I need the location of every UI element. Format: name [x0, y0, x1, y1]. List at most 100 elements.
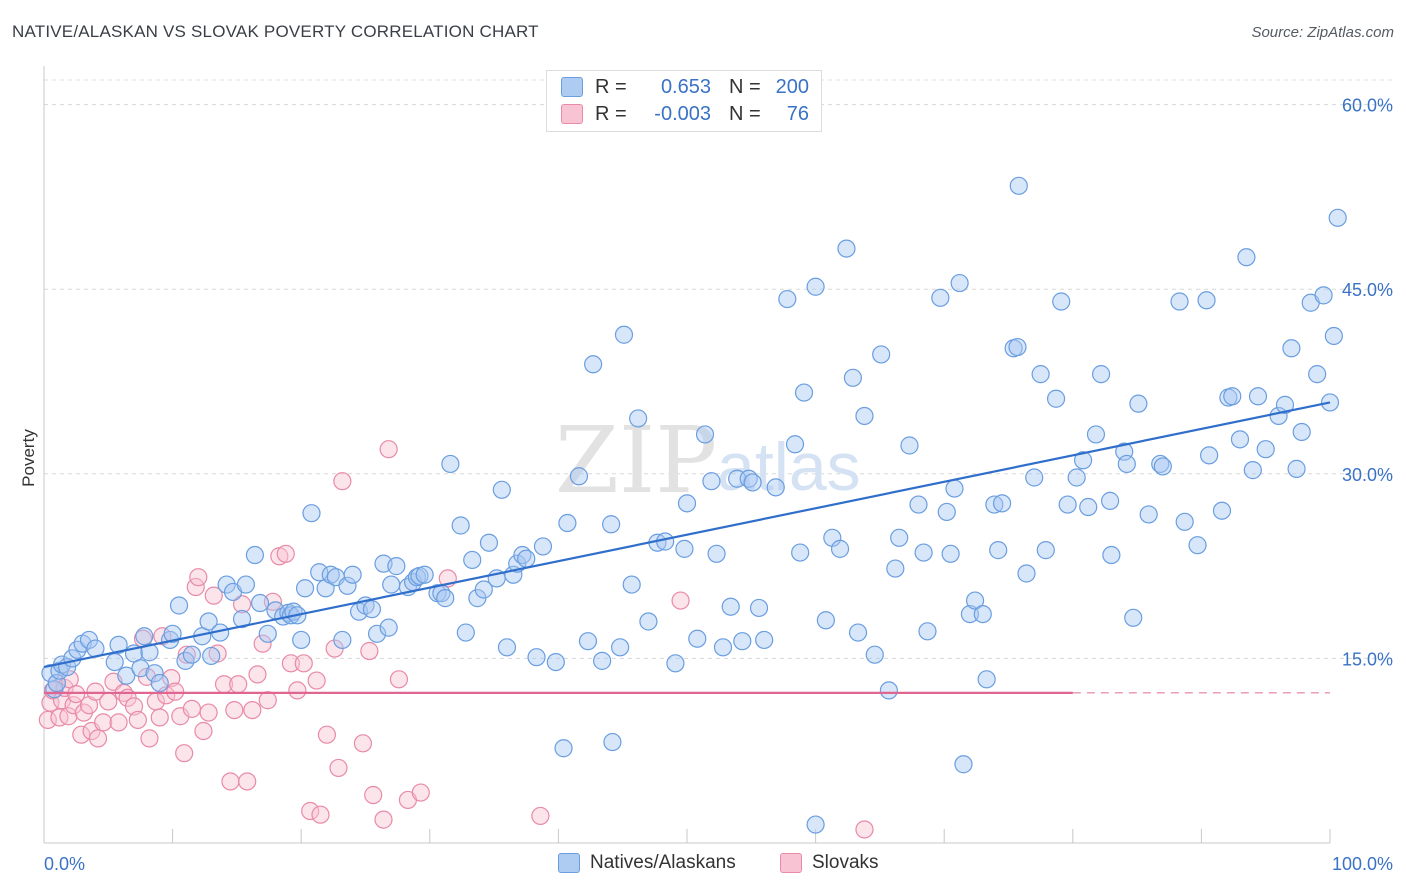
- natives-point: [109, 635, 128, 654]
- natives-point: [1314, 286, 1333, 305]
- natives-point: [1102, 545, 1121, 565]
- natives-point: [602, 515, 621, 534]
- natives-point: [1197, 291, 1216, 310]
- natives-point: [1200, 446, 1219, 465]
- slovaks-points: [38, 440, 874, 839]
- natives-point: [1031, 365, 1050, 384]
- natives-point: [1139, 505, 1158, 524]
- natives-point: [1292, 422, 1311, 442]
- slovaks-point: [276, 544, 295, 563]
- natives-point: [533, 537, 553, 556]
- natives-point: [479, 533, 499, 552]
- slovaks-point: [124, 697, 144, 716]
- natives-point: [937, 502, 956, 522]
- natives-point: [1324, 326, 1343, 346]
- natives-point: [1151, 454, 1170, 474]
- tick-labels: 15.0% 30.0% 45.0% 60.0% 0.0% 100.0%: [44, 96, 1393, 874]
- natives-point: [456, 623, 475, 642]
- legend-n-value: 200: [775, 75, 809, 98]
- legend-item-slovaks[interactable]: Slovaks: [780, 852, 879, 874]
- natives-point: [666, 654, 685, 673]
- natives-point: [578, 632, 598, 651]
- natives-point: [1153, 457, 1172, 476]
- x-tick-label: 0.0%: [44, 854, 85, 874]
- slovaks-point: [281, 654, 301, 673]
- slovaks-point: [128, 710, 147, 730]
- natives-point: [1073, 451, 1093, 470]
- natives-point: [713, 638, 733, 657]
- natives-point: [960, 604, 980, 624]
- natives-point: [474, 580, 493, 599]
- natives-point: [258, 624, 277, 643]
- natives-point: [343, 565, 362, 584]
- y-tick-label: 30.0%: [1342, 465, 1393, 485]
- slovaks-point: [67, 684, 86, 704]
- natives-point: [463, 550, 482, 570]
- x-tick-label: 100.0%: [1332, 854, 1393, 874]
- natives-point: [688, 629, 707, 648]
- slovaks-point: [175, 744, 194, 763]
- natives-point: [492, 480, 511, 499]
- natives-point: [1287, 459, 1306, 478]
- natives-point: [1275, 395, 1295, 414]
- legend-n-value: 76: [786, 102, 809, 125]
- slovaks-point: [248, 665, 267, 684]
- natives-point: [554, 739, 573, 758]
- slovaks-point: [253, 634, 272, 653]
- natives-point: [611, 638, 630, 657]
- axes: [43, 66, 1331, 844]
- y-tick-label: 60.0%: [1342, 96, 1393, 116]
- slovaks-point: [182, 699, 201, 718]
- natives-point: [232, 609, 252, 629]
- natives-point: [316, 579, 335, 598]
- natives-point: [743, 473, 762, 492]
- slovaks-point: [86, 682, 105, 701]
- natives-point: [150, 673, 169, 693]
- natives-point: [886, 559, 905, 578]
- natives-point: [1117, 454, 1136, 474]
- slovaks-point: [411, 783, 430, 802]
- natives-point: [236, 575, 256, 594]
- legend-n-label: N =: [729, 75, 761, 98]
- legend-n-label: N =: [729, 102, 761, 125]
- natives-point: [614, 325, 634, 344]
- natives-point: [338, 576, 357, 595]
- natives-point: [622, 575, 641, 594]
- natives-point: [415, 565, 434, 584]
- slovaks-point: [374, 810, 393, 829]
- natives-point: [778, 289, 797, 309]
- natives-point: [292, 630, 311, 650]
- natives-point: [965, 591, 985, 610]
- natives-point: [629, 409, 648, 428]
- natives-point: [1100, 491, 1120, 510]
- legend-item-natives[interactable]: Natives/Alaskans: [558, 852, 736, 874]
- natives-point: [707, 544, 726, 563]
- legend-row-slovaks: R = -0.003 N = 76: [561, 102, 809, 126]
- natives-point: [721, 597, 740, 616]
- slovaks-point: [140, 729, 159, 748]
- watermark-zip: ZIP: [555, 407, 717, 514]
- natives-point: [749, 598, 769, 618]
- natives-point: [855, 406, 874, 426]
- natives-point: [890, 528, 909, 547]
- natives-point: [909, 495, 928, 514]
- natives-point: [941, 544, 960, 563]
- natives-point: [733, 632, 752, 651]
- correlation-legend: R = 0.653 N = 200 R = -0.003 N = 76: [546, 70, 822, 132]
- natives-point: [1243, 461, 1262, 480]
- slovaks-point: [177, 645, 196, 664]
- natives-point: [217, 575, 236, 594]
- natives-point: [900, 436, 919, 455]
- natives-point: [250, 593, 270, 613]
- natives-point: [1091, 365, 1111, 384]
- natives-point: [1248, 387, 1268, 406]
- slovaks-point: [238, 772, 257, 791]
- slovaks-point: [64, 696, 83, 715]
- slovaks-point: [232, 595, 252, 614]
- natives-point: [785, 435, 805, 454]
- natives-point: [451, 516, 470, 535]
- natives-point: [140, 643, 159, 662]
- natives-point: [1025, 468, 1044, 487]
- natives-point: [1124, 608, 1143, 627]
